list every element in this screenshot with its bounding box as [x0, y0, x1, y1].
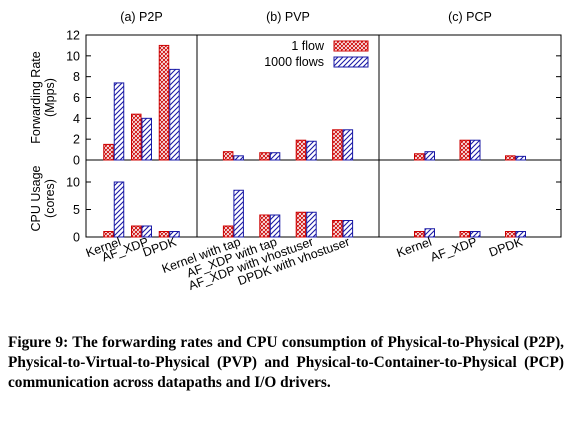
bar-cpu-usage-thousand-flows [470, 231, 481, 238]
bar-cpu-usage-one-flow [295, 211, 307, 238]
x-tick-label: DPDK [487, 234, 525, 259]
bar-cpu-usage-one-flow [505, 231, 516, 238]
y-axis-label-line: (cores) [43, 179, 57, 218]
y-tick-label: 4 [73, 112, 80, 126]
bar-forwarding-rate-thousand-flows [424, 151, 435, 161]
bar-cpu-usage-thousand-flows [515, 231, 526, 238]
bar-cpu-usage-thousand-flows [342, 220, 354, 238]
bar-forwarding-rate-thousand-flows [470, 139, 481, 161]
bar-cpu-usage-one-flow [103, 231, 114, 238]
bar-forwarding-rate-one-flow [295, 139, 307, 161]
y-axis-label-line: Forwarding Rate [29, 51, 43, 143]
y-tick-label: 5 [73, 203, 80, 217]
bar-cpu-usage-one-flow [332, 220, 343, 238]
y-tick-label: 10 [66, 49, 80, 63]
bar-forwarding-rate-thousand-flows [169, 68, 180, 161]
bar-forwarding-rate-thousand-flows [141, 117, 152, 161]
bar-cpu-usage-one-flow [158, 231, 170, 238]
y-tick-label: 6 [73, 91, 80, 105]
bar-forwarding-rate-thousand-flows [269, 152, 281, 161]
bar-cpu-usage-thousand-flows [424, 228, 435, 238]
bar-cpu-usage-one-flow [131, 225, 142, 238]
y-tick-label: 0 [73, 231, 80, 245]
bar-cpu-usage-thousand-flows [141, 225, 152, 238]
bar-forwarding-rate-thousand-flows [113, 82, 125, 161]
bar-cpu-usage-thousand-flows [306, 211, 317, 238]
bar-forwarding-rate-one-flow [414, 153, 425, 161]
y-axis-label-line: CPU Usage [29, 165, 43, 231]
legend-swatch [333, 56, 369, 68]
subplot-title: (c) PCP [448, 10, 492, 24]
bar-forwarding-rate-thousand-flows [342, 129, 354, 161]
y-axis-label: CPU Usage (cores) [29, 165, 57, 231]
bar-forwarding-rate-one-flow [103, 143, 114, 161]
bar-cpu-usage-thousand-flows [269, 214, 281, 238]
caption-label: Figure 9: [8, 334, 69, 351]
subplot-title: (b) PVP [266, 10, 310, 24]
y-axis-label-line: (Mpps) [43, 78, 57, 117]
bar-forwarding-rate-thousand-flows [233, 155, 244, 161]
bar-forwarding-rate-one-flow [505, 155, 516, 161]
y-tick-label: 0 [73, 154, 80, 168]
x-tick-label: AF_XDP [429, 235, 479, 265]
bar-forwarding-rate-one-flow [131, 113, 142, 161]
bar-cpu-usage-thousand-flows [169, 231, 180, 238]
bar-cpu-usage-thousand-flows [233, 189, 244, 238]
y-tick-label: 2 [73, 133, 80, 147]
figure-caption: Figure 9: The forwarding rates and CPU c… [8, 333, 564, 393]
caption-text: The forwarding rates and CPU consumption… [8, 334, 564, 391]
bar-forwarding-rate-thousand-flows [306, 140, 317, 161]
bar-cpu-usage-one-flow [222, 225, 234, 238]
bar-forwarding-rate-one-flow [259, 152, 270, 161]
y-tick-label: 8 [73, 70, 80, 84]
y-axis-label: Forwarding Rate (Mpps) [29, 51, 57, 143]
bar-cpu-usage-thousand-flows [113, 181, 125, 238]
bar-forwarding-rate-thousand-flows [515, 155, 526, 161]
subplot-title: (a) P2P [120, 10, 162, 24]
bar-forwarding-rate-one-flow [459, 139, 470, 161]
y-tick-label: 10 [66, 176, 80, 190]
legend-label: 1 flow [291, 39, 325, 53]
bar-forwarding-rate-one-flow [158, 44, 170, 161]
bar-forwarding-rate-one-flow [332, 129, 343, 161]
bar-cpu-usage-one-flow [259, 214, 270, 238]
legend-label: 1000 flows [264, 55, 324, 69]
row-frame-0 [85, 34, 562, 161]
bar-cpu-usage-one-flow [414, 231, 425, 238]
bar-forwarding-rate-one-flow [222, 151, 234, 161]
legend-swatch [333, 40, 369, 52]
row-frame-1 [85, 159, 562, 238]
bar-cpu-usage-one-flow [459, 231, 470, 238]
x-tick-label: Kernel [395, 235, 434, 261]
y-tick-label: 12 [66, 29, 80, 43]
